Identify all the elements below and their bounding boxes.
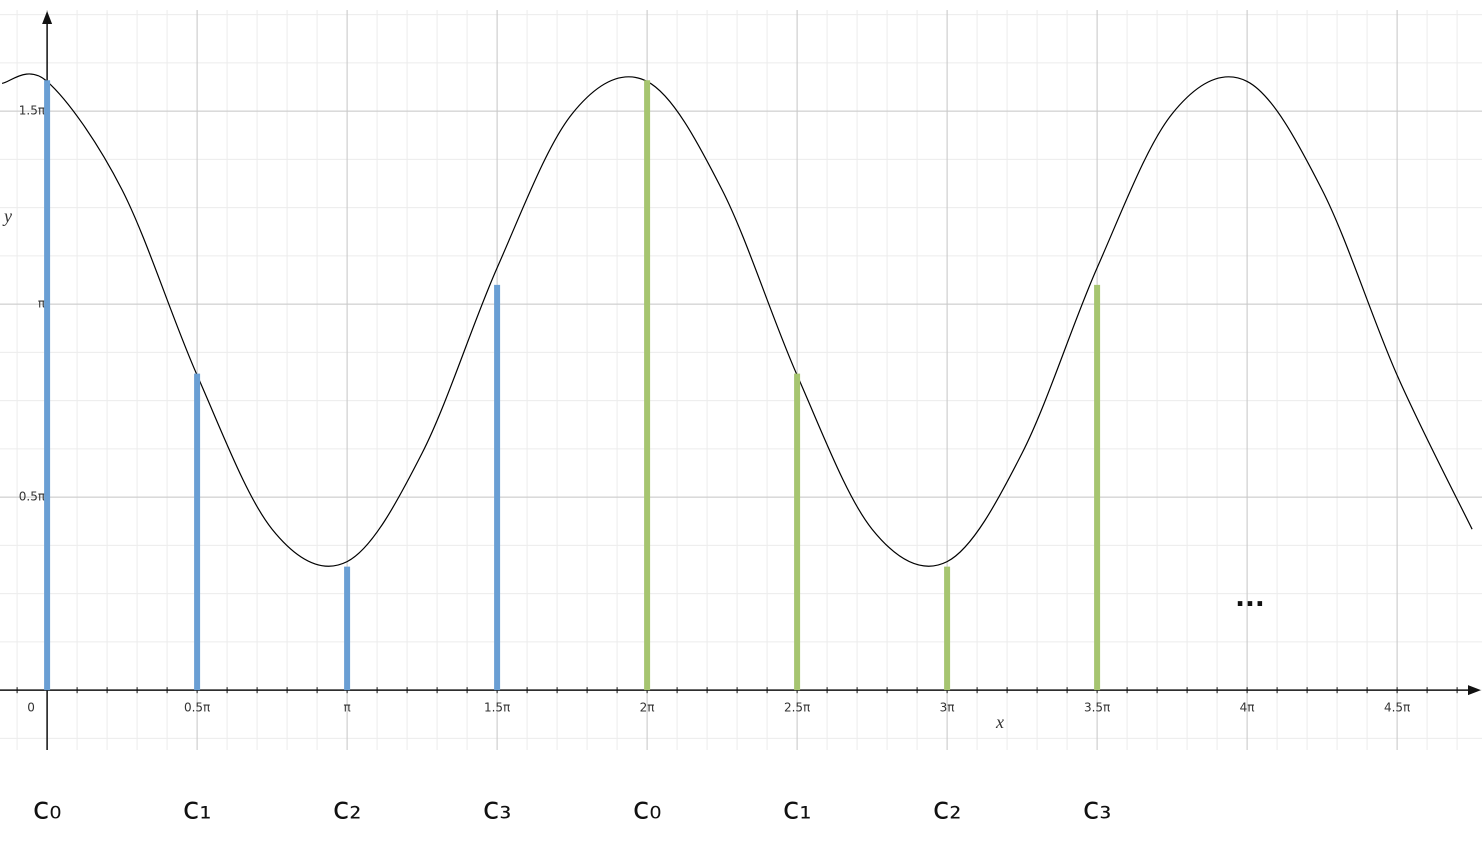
x-tick-label: 0.5π xyxy=(184,701,210,715)
marks: c₀ c₁ c₂ c₃ c₀ c₁ c₂ c₃ xyxy=(1,73,1473,827)
stem-label: c₃ xyxy=(483,792,512,827)
x-tick-label: 3π xyxy=(940,701,955,715)
x-tick-label: 4.5π xyxy=(1384,701,1410,715)
y-tick-label: 1.5π xyxy=(19,104,45,118)
x-tick-label: 3.5π xyxy=(1084,701,1110,715)
stem-label: c₁ xyxy=(183,792,212,827)
x-axis-arrow xyxy=(1468,685,1481,696)
annotation: ... xyxy=(1235,583,1265,613)
x-tick-label: 4π xyxy=(1240,701,1255,715)
grid xyxy=(0,10,1482,750)
x-tick-label: π xyxy=(343,701,350,715)
stem-label: c₁ xyxy=(783,792,812,827)
curve xyxy=(1,73,1473,567)
axes: 0 0.5π π 1.5π 2π 2.5π 3π 3.5π 4π 4.5π 0.5π π 1.5π xyxy=(0,11,1481,750)
stem-label: c₀ xyxy=(633,792,662,827)
x-axis-label: x xyxy=(995,712,1004,732)
x-tick-label: 2π xyxy=(640,701,655,715)
y-tick-label: 0.5π xyxy=(19,490,45,504)
stem-label: c₂ xyxy=(933,792,962,827)
y-axis-label: y xyxy=(2,206,12,226)
x-tick-label: 0 xyxy=(27,701,35,715)
stem-label: c₀ xyxy=(33,792,62,827)
y-tick-label: π xyxy=(38,297,45,311)
x-tick-label: 2.5π xyxy=(784,701,810,715)
stem-label: c₂ xyxy=(333,792,362,827)
y-axis-arrow xyxy=(42,11,53,24)
stem-label: c₃ xyxy=(1083,792,1112,827)
x-tick-label: 1.5π xyxy=(484,701,510,715)
